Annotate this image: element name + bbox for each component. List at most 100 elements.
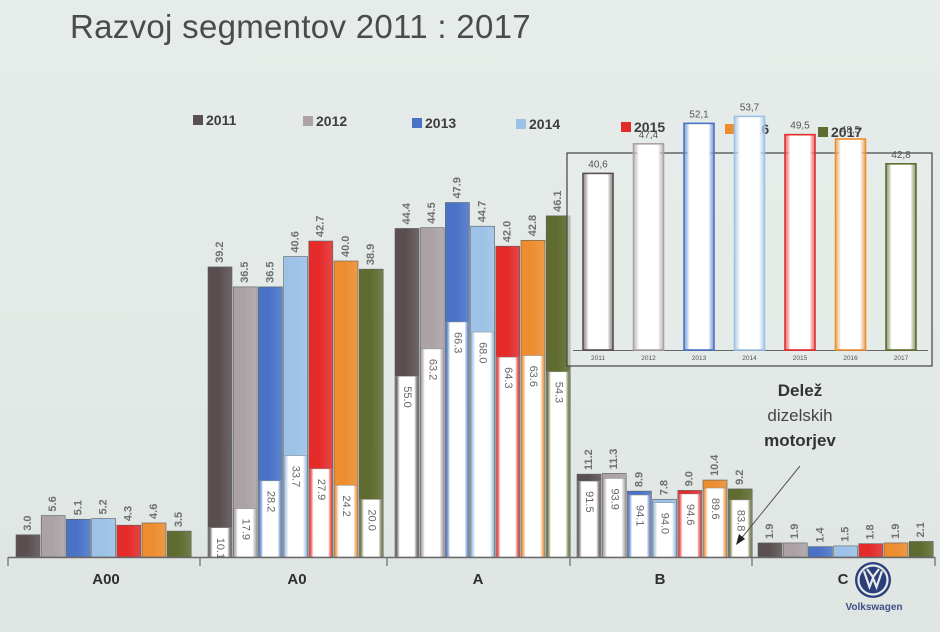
inset-bar-2013 — [683, 122, 715, 351]
value-label-A-2013: 47.9 — [451, 177, 463, 198]
value-label-A-2015: 42.0 — [502, 221, 514, 242]
legend-swatch-2013 — [412, 118, 422, 128]
inset-bar-2015 — [784, 133, 816, 351]
inset-tick-2015: 2015 — [793, 355, 808, 362]
legend-label-2014: 2014 — [529, 116, 560, 132]
inset-tick-2013: 2013 — [692, 355, 707, 362]
inset-tick-2016: 2016 — [843, 355, 858, 362]
annotation-arrowhead — [736, 534, 745, 545]
inset-tick-2011: 2011 — [591, 355, 605, 362]
bar-A00-2011 — [15, 534, 41, 558]
value-label-A0-2012: 36.5 — [239, 261, 251, 282]
value-label-A-2017: 46.1 — [552, 190, 564, 211]
inset-tick-2017: 2017 — [894, 355, 909, 362]
value-label-A0-2016: 40.0 — [340, 236, 352, 257]
inset-bar-2016 — [834, 138, 867, 351]
value-label-A00-2015: 4.3 — [123, 506, 135, 521]
value-label-C-2016: 1.9 — [890, 524, 902, 539]
bar-C-2013 — [808, 546, 833, 558]
inner-label-A0-2017: 20.0 — [365, 509, 377, 530]
brand-name: Volkswagen — [845, 602, 903, 613]
inner-label-A-2012: 63.2 — [426, 359, 438, 380]
inner-label-A0-2014: 33.7 — [290, 466, 302, 487]
value-label-A00-2011: 3.0 — [22, 516, 34, 531]
x-tick-label-A00: A00 — [92, 571, 120, 588]
value-label-C-2017: 2.1 — [915, 522, 927, 537]
inner-label-B-2014: 94.0 — [659, 513, 671, 534]
inner-label-A-2015: 64.3 — [502, 367, 514, 388]
value-label-B-2012: 11.3 — [608, 449, 620, 470]
vw-logo-icon — [855, 562, 891, 598]
inner-label-A0-2015: 27.9 — [315, 479, 327, 500]
legend-swatch-2014 — [516, 119, 526, 129]
value-label-C-2015: 1.8 — [865, 524, 877, 539]
value-label-A00-2013: 5.1 — [72, 500, 84, 515]
inner-label-A-2017: 54.3 — [552, 382, 564, 403]
value-label-B-2014: 7.8 — [659, 480, 671, 495]
value-label-A-2012: 44.5 — [426, 202, 438, 223]
value-label-A00-2014: 5.2 — [98, 499, 110, 514]
annotation-line1: Delež — [777, 381, 823, 400]
value-label-C-2013: 1.4 — [814, 526, 826, 542]
legend-label-2011: 2011 — [206, 112, 237, 128]
inner-label-A0-2012: 17.9 — [239, 519, 251, 540]
inner-label-A-2013: 66.3 — [451, 332, 463, 353]
bar-C-2014 — [833, 545, 858, 558]
legend-swatch-2011 — [193, 115, 203, 125]
bar-A00-2013 — [66, 518, 91, 558]
bar-A00-2015 — [116, 524, 142, 558]
inner-label-A0-2013: 28.2 — [264, 491, 276, 512]
value-label-B-2017: 9.2 — [734, 470, 746, 485]
x-axis: A00 A0 A B C — [7, 465, 936, 588]
annotation-line3: motorjev — [764, 431, 836, 450]
inner-label-B-2011: 91.5 — [583, 491, 595, 512]
inset-value-2015: 49,5 — [790, 121, 810, 132]
x-tick-label-A0: A0 — [287, 571, 306, 588]
inner-label-B-2013: 94.1 — [633, 505, 645, 526]
x-tick-label-B: B — [655, 571, 666, 588]
inset-tick-2012: 2012 — [641, 355, 656, 362]
value-label-B-2011: 11.2 — [583, 449, 595, 470]
inner-label-B-2017: 83.8 — [734, 510, 746, 531]
value-label-A-2014: 44.7 — [477, 201, 489, 222]
inner-label-B-2015: 94.6 — [684, 504, 696, 525]
legend-label-2015: 2015 — [634, 119, 665, 135]
x-tick-label-C: C — [838, 571, 849, 588]
bar-inner-A-2014 — [470, 331, 495, 558]
inset-value-2011: 40,6 — [588, 159, 608, 170]
inset-bar-2014 — [733, 115, 766, 351]
legend-swatch-2016 — [725, 124, 735, 134]
diesel-share-annotation: Delež dizelskih motorjev — [740, 378, 860, 453]
inset-tick-2014: 2014 — [742, 355, 757, 362]
value-label-B-2016: 10.4 — [709, 454, 721, 476]
legend-swatch-2015 — [621, 122, 631, 132]
bar-A0-2011 — [207, 266, 233, 558]
value-label-A00-2017: 3.5 — [173, 512, 185, 527]
inset-value-2017: 42,8 — [891, 150, 911, 161]
inner-label-A-2014: 68.0 — [477, 342, 489, 363]
inner-label-B-2012: 93.9 — [608, 488, 620, 509]
legend-label-2017: 2017 — [831, 124, 862, 140]
bar-C-2011 — [757, 542, 783, 558]
value-label-A00-2012: 5.6 — [47, 496, 59, 511]
value-label-C-2014: 1.5 — [840, 527, 852, 542]
value-label-A00-2016: 4.6 — [148, 504, 160, 519]
value-label-B-2015: 9.0 — [684, 471, 696, 486]
value-label-A0-2013: 36.5 — [264, 261, 276, 282]
legend-label-2013: 2013 — [425, 115, 456, 131]
annotation-arrow — [739, 465, 801, 541]
inner-label-B-2016: 89.6 — [709, 498, 721, 519]
bar-A00-2017 — [166, 530, 192, 558]
inner-label-A0-2016: 24.2 — [340, 495, 352, 516]
value-label-A-2011: 44.4 — [401, 202, 413, 224]
inner-label-A0-2011: 10.1 — [214, 538, 226, 559]
annotation-line2: dizelskih — [767, 406, 833, 425]
bar-C-2012 — [782, 542, 808, 558]
inset-chart: 40,6 2011 47,4 2012 52,1 2013 53,7 2014 49,5 2015… — [566, 102, 933, 367]
inset-bar-2012 — [632, 143, 665, 351]
inner-label-A-2016: 63.6 — [527, 366, 539, 387]
inset-bar-2017 — [885, 163, 917, 351]
bar-inner-A-2013 — [445, 321, 470, 558]
value-label-A0-2017: 38.9 — [365, 244, 377, 265]
